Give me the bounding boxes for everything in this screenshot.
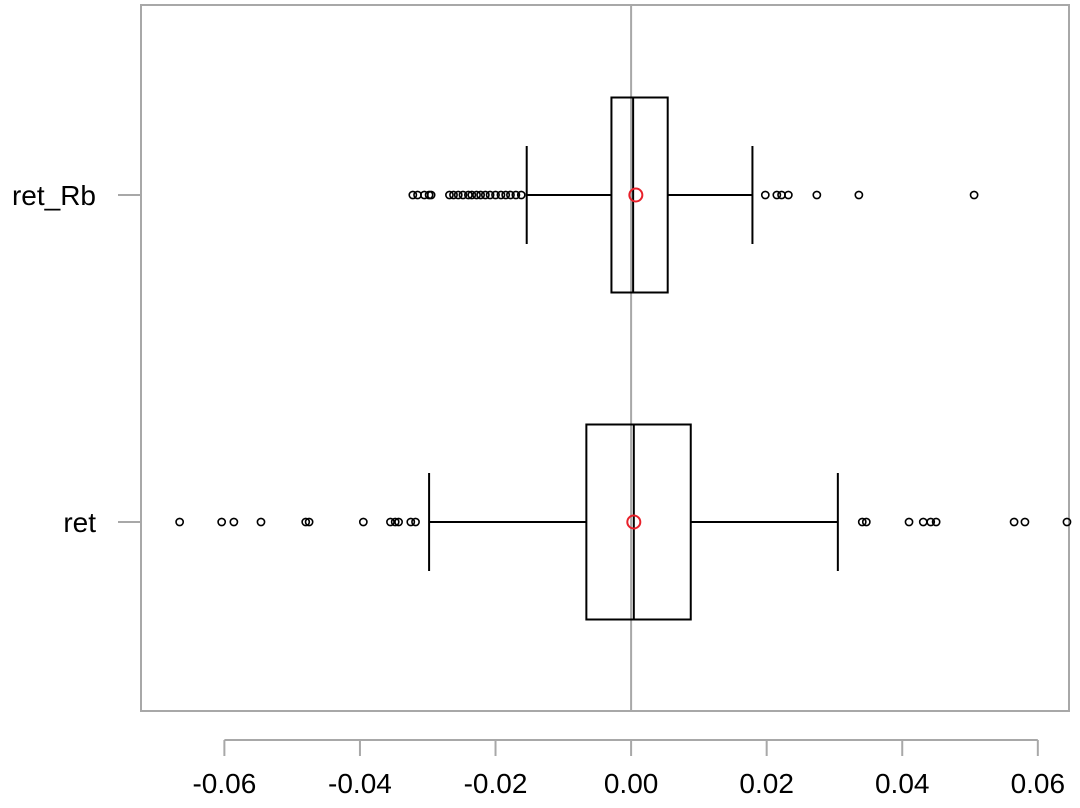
outlier-point (304, 517, 314, 527)
x-tick-label: 0.02 (739, 768, 794, 799)
outlier-point (386, 517, 395, 527)
iqr-box (610, 96, 669, 294)
x-tick-label: 0.00 (604, 768, 659, 799)
outlier-point (256, 517, 266, 527)
outlier-point (516, 190, 526, 200)
plot-frame (140, 4, 1070, 712)
iqr-box (585, 423, 692, 621)
outlier-point (480, 190, 490, 200)
outlier-point (229, 517, 239, 527)
outlier-point (458, 190, 468, 200)
outlier-point (511, 190, 521, 200)
x-tick-label: -0.02 (464, 768, 528, 799)
outlier-point (969, 190, 979, 200)
outlier-point (772, 190, 782, 200)
outlier-point (854, 190, 864, 200)
outlier-point (501, 190, 511, 200)
outlier-point (931, 517, 941, 527)
outlier-point (408, 190, 418, 200)
outlier-point (472, 190, 481, 200)
outlier-point (926, 517, 936, 527)
outlier-point (1020, 517, 1030, 527)
outlier-point (1062, 517, 1072, 527)
outlier-point (1009, 517, 1019, 527)
mean-marker (626, 514, 642, 530)
outlier-point (426, 190, 436, 200)
outlier-point (217, 517, 227, 527)
outlier-point (783, 190, 793, 200)
outlier-point (406, 517, 416, 527)
x-tick-label: 0.04 (875, 768, 930, 799)
outlier-point (918, 517, 928, 527)
outlier-point (904, 517, 914, 527)
outlier-point (506, 190, 515, 200)
box-ret-rb (408, 96, 979, 294)
x-tick-label: -0.04 (328, 768, 392, 799)
outlier-point (358, 517, 368, 527)
outlier-point (496, 190, 506, 200)
outlier-point (861, 517, 871, 527)
outlier-point (464, 190, 473, 200)
outlier-point (390, 517, 400, 527)
outlier-point (449, 190, 458, 200)
outlier-point (394, 517, 403, 527)
outlier-point (175, 517, 185, 527)
outlier-point (467, 190, 477, 200)
outlier-point (812, 190, 822, 200)
x-tick-label: -0.06 (192, 768, 256, 799)
outlier-point (857, 517, 867, 527)
x-tick-label: 0.06 (1011, 768, 1066, 799)
outlier-point (445, 190, 454, 200)
y-tick-label-ret: ret (63, 507, 96, 538)
box-ret (175, 423, 1072, 621)
y-tick-label-ret-rb: ret_Rb (12, 180, 96, 211)
outlier-point (411, 517, 420, 527)
outlier-point (491, 190, 500, 200)
outlier-point (760, 190, 770, 200)
outlier-point (453, 190, 463, 200)
outlier-point (301, 517, 311, 527)
outlier-point (485, 190, 495, 200)
outlier-point (476, 190, 486, 200)
mean-marker (628, 187, 644, 203)
